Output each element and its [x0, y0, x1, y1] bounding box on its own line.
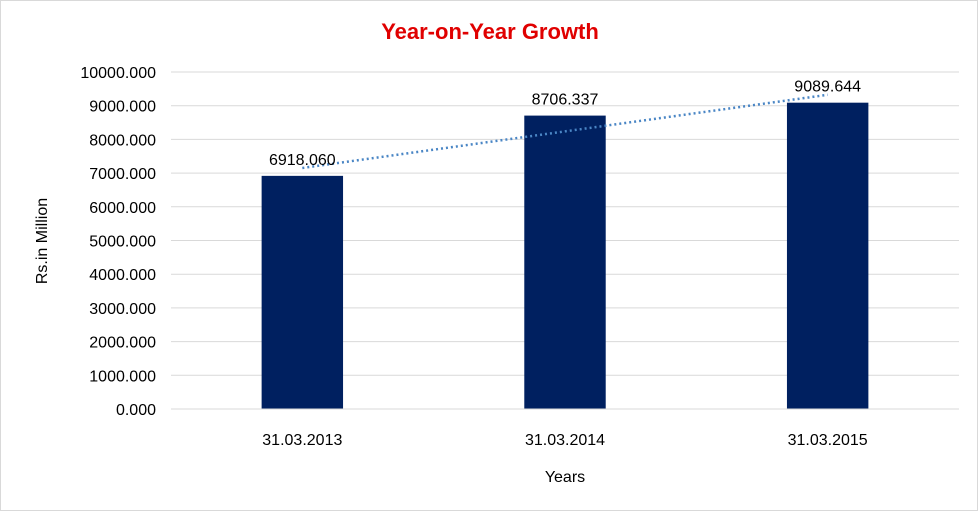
x-axis-title: Years [545, 469, 585, 486]
y-tick-label: 1000.000 [89, 368, 156, 385]
bars [261, 102, 869, 410]
data-label: 9089.644 [794, 79, 861, 96]
data-labels: 6918.060 8706.337 9089.644 [269, 79, 861, 169]
y-tick-label: 9000.000 [89, 99, 156, 116]
y-tick-label: 4000.000 [89, 267, 156, 284]
x-tick-label: 31.03.2015 [788, 432, 868, 449]
y-tick-label: 6000.000 [89, 200, 156, 217]
y-tick-label: 0.000 [116, 402, 156, 419]
bar [786, 102, 869, 409]
y-tick-label: 5000.000 [89, 234, 156, 251]
y-tick-label: 10000.000 [80, 65, 156, 82]
y-axis-title: Rs.in Million [34, 198, 51, 284]
bar [261, 175, 344, 409]
bar [524, 115, 606, 410]
trendline-group [302, 93, 828, 170]
y-axis-ticks: 0.000 1000.000 2000.000 3000.000 4000.000 500… [80, 65, 156, 419]
chart-title: Year-on-Year Growth [381, 19, 599, 44]
y-tick-label: 3000.000 [89, 301, 156, 318]
x-axis-ticks: 31.03.2013 31.03.2014 31.03.2015 [262, 432, 868, 449]
data-label: 6918.060 [269, 152, 336, 169]
trendline [302, 93, 828, 170]
y-tick-label: 8000.000 [89, 132, 156, 149]
data-label: 8706.337 [532, 92, 599, 109]
y-tick-label: 7000.000 [89, 166, 156, 183]
x-tick-label: 31.03.2013 [262, 432, 342, 449]
x-tick-label: 31.03.2014 [525, 432, 605, 449]
y-tick-label: 2000.000 [89, 335, 156, 352]
